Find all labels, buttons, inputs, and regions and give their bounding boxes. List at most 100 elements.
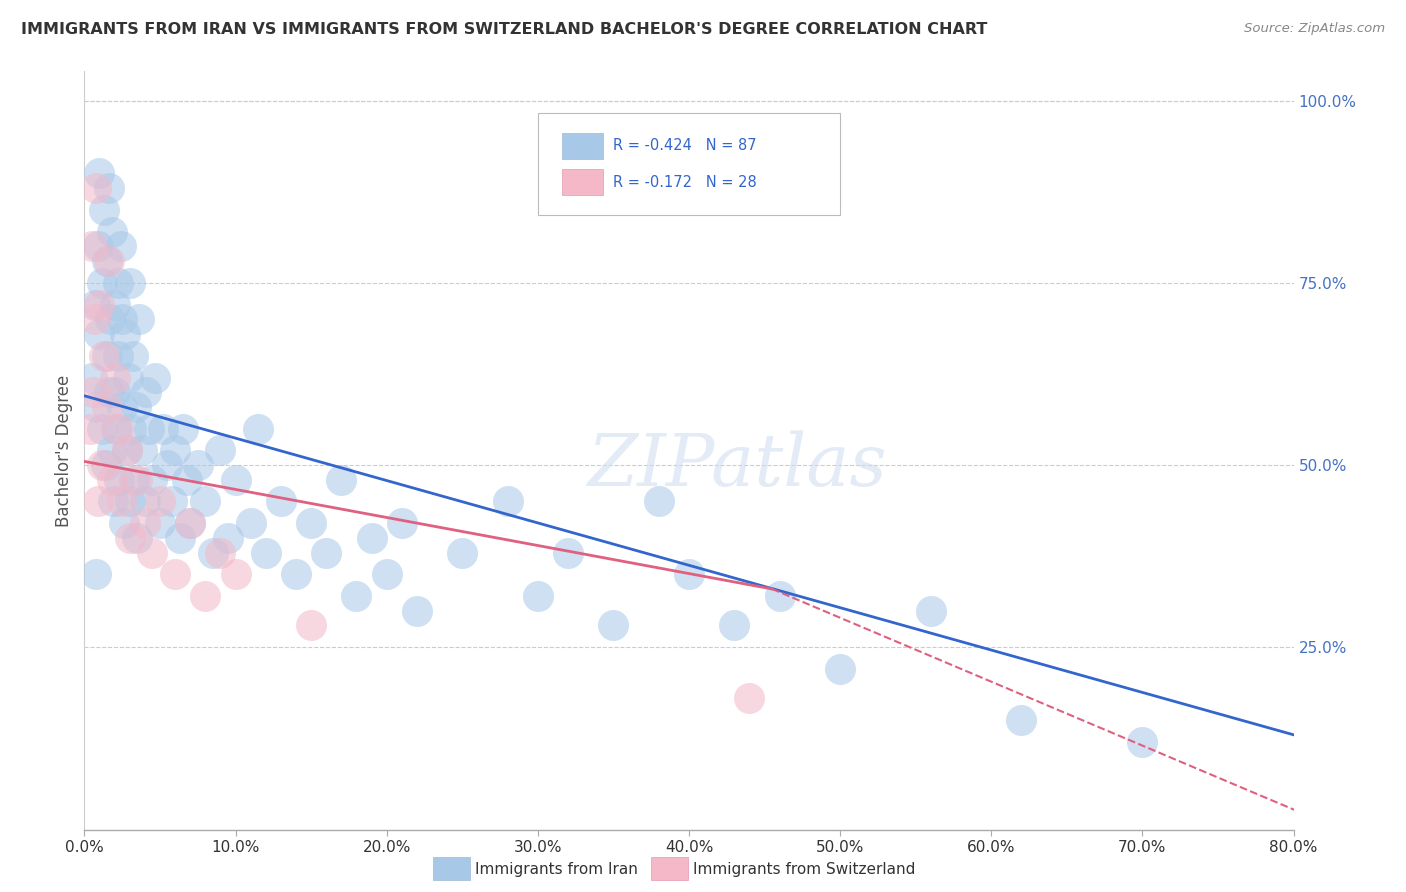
Point	[89, 326, 111, 341]
Point	[165, 443, 187, 458]
Point	[138, 421, 160, 435]
Point	[96, 400, 118, 414]
Point	[118, 494, 141, 508]
Point	[165, 567, 187, 582]
Point	[209, 545, 232, 559]
Point	[141, 473, 163, 487]
Point	[169, 531, 191, 545]
Point	[1130, 735, 1153, 749]
Point	[451, 545, 474, 559]
Point	[176, 473, 198, 487]
Point	[134, 494, 156, 508]
Point	[127, 531, 149, 545]
Point	[125, 400, 148, 414]
Point	[104, 385, 127, 400]
Text: ZIPatlas: ZIPatlas	[588, 430, 887, 501]
Point	[93, 202, 115, 217]
Point	[128, 312, 150, 326]
Point	[104, 298, 127, 312]
Point	[120, 421, 142, 435]
FancyBboxPatch shape	[538, 113, 841, 216]
Point	[172, 421, 194, 435]
Point	[141, 545, 163, 559]
Text: Source: ZipAtlas.com: Source: ZipAtlas.com	[1244, 22, 1385, 36]
Point	[135, 385, 157, 400]
Text: R = -0.424   N = 87: R = -0.424 N = 87	[613, 138, 756, 153]
Point	[375, 567, 398, 582]
Point	[225, 567, 247, 582]
Point	[89, 298, 111, 312]
Point	[254, 545, 277, 559]
Point	[112, 516, 135, 531]
Point	[118, 531, 141, 545]
Point	[96, 349, 118, 363]
Point	[391, 516, 413, 531]
Point	[111, 312, 134, 326]
Point	[557, 545, 579, 559]
Point	[115, 443, 138, 458]
Point	[86, 400, 108, 414]
FancyBboxPatch shape	[562, 169, 603, 195]
Y-axis label: Bachelor's Degree: Bachelor's Degree	[55, 375, 73, 526]
Point	[117, 370, 139, 384]
Point	[80, 239, 103, 253]
Point	[105, 421, 128, 435]
Point	[149, 494, 172, 508]
Point	[194, 589, 217, 603]
Point	[496, 494, 519, 508]
Text: R = -0.172   N = 28: R = -0.172 N = 28	[613, 175, 756, 190]
Point	[107, 349, 129, 363]
Point	[80, 370, 103, 384]
Point	[156, 458, 179, 472]
Point	[187, 458, 209, 472]
Point	[360, 531, 382, 545]
Point	[179, 516, 201, 531]
Point	[201, 545, 224, 559]
Point	[723, 618, 745, 632]
Point	[97, 181, 120, 195]
Text: Immigrants from Iran: Immigrants from Iran	[475, 863, 638, 877]
Point	[152, 421, 174, 435]
Point	[1011, 713, 1033, 727]
Point	[86, 567, 108, 582]
Point	[122, 473, 145, 487]
Point	[527, 589, 550, 603]
Point	[97, 254, 120, 268]
FancyBboxPatch shape	[562, 133, 603, 159]
Point	[87, 494, 110, 508]
Point	[94, 458, 117, 472]
Point	[100, 443, 122, 458]
Text: Immigrants from Switzerland: Immigrants from Switzerland	[693, 863, 915, 877]
Point	[101, 494, 124, 508]
Point	[98, 312, 121, 326]
Point	[84, 312, 107, 326]
Point	[179, 516, 201, 531]
Point	[91, 458, 114, 472]
Point	[107, 276, 129, 290]
Point	[346, 589, 368, 603]
Point	[209, 443, 232, 458]
Point	[91, 276, 114, 290]
Point	[111, 400, 134, 414]
Point	[97, 385, 120, 400]
Point	[107, 421, 129, 435]
Point	[299, 618, 322, 632]
Point	[108, 473, 131, 487]
Point	[104, 370, 127, 384]
Point	[100, 225, 122, 239]
Point	[86, 181, 108, 195]
Point	[648, 494, 671, 508]
Point	[84, 298, 107, 312]
Point	[118, 276, 141, 290]
Point	[194, 494, 217, 508]
Point	[91, 421, 114, 435]
Point	[89, 166, 111, 180]
Point	[330, 473, 353, 487]
Point	[111, 494, 134, 508]
Point	[100, 473, 122, 487]
Point	[114, 326, 136, 341]
Point	[285, 567, 308, 582]
Point	[82, 385, 104, 400]
Point	[299, 516, 322, 531]
Point	[239, 516, 262, 531]
